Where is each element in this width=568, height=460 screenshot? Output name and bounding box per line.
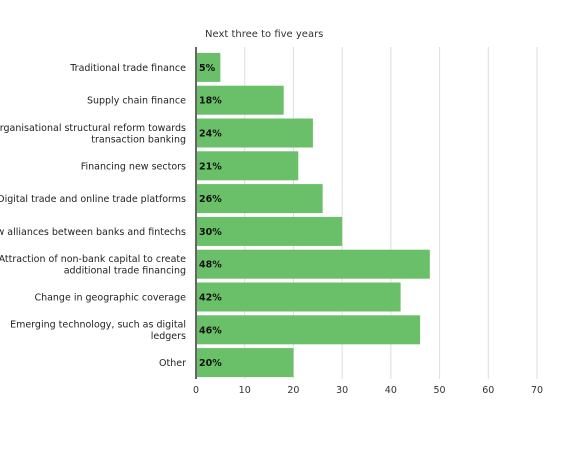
x-tick-label: 20 [287,385,299,396]
gridlines [244,47,538,379]
category-label: Attraction of non-bank capital to create… [0,254,186,277]
bar [197,348,294,378]
bar-data-label: 5% [199,63,216,74]
bar-data-label: 18% [199,96,222,107]
x-tick-label: 50 [434,385,446,396]
bar-data-label: 42% [199,293,222,304]
x-tick-label: 40 [385,385,397,396]
category-label: Organisational structural reform towards… [0,123,186,146]
bar [197,151,299,181]
bar [197,216,343,246]
bar-data-label: 21% [199,161,222,172]
category-label: Other [159,358,186,369]
bar-data-label: 48% [199,260,222,271]
x-axis: 0 10 20 30 40 50 60 70 [193,47,543,396]
chart-subtitle: Next three to five years [205,29,323,40]
bar [197,118,313,148]
category-label: Emerging technology, such as digital ledg… [10,320,186,343]
category-label: Digital trade and online trade platforms [0,194,186,205]
category-label: Supply chain finance [87,96,186,107]
bar [197,282,401,312]
bar [197,315,421,345]
bar-data-label: 26% [199,194,222,205]
bar [197,85,284,115]
x-tick-label: 70 [531,385,543,396]
bar [197,184,323,214]
category-labels: Traditional trade finance Supply chain fi… [0,63,186,369]
bar-data-label: 46% [199,325,222,336]
bar-data-label: 24% [199,129,222,140]
category-label: Traditional trade finance [69,63,186,74]
x-tick-label: 60 [482,385,494,396]
x-tick-label: 30 [336,385,348,396]
category-label: New alliances between banks and fintechs [0,227,186,238]
bar-data-label: 20% [199,358,222,369]
x-tick-label: 10 [239,385,251,396]
bar-data-label: 30% [199,227,222,238]
category-label: Financing new sectors [81,161,186,172]
category-label: Change in geographic coverage [34,293,186,304]
bar [197,249,430,279]
x-tick-label: 0 [193,385,199,396]
bar [197,52,221,82]
bars: 5% 18% 24% 21% 26% 30% 48% 42% 46% 20% [197,52,430,378]
